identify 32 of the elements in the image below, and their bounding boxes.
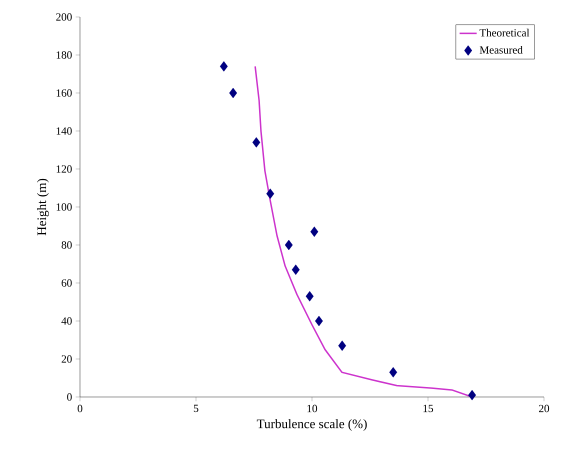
point bbox=[338, 340, 346, 351]
x-tick-label: 0 bbox=[78, 404, 82, 412]
x-tick-label: 5 bbox=[194, 404, 198, 412]
y-tick-label: 140 bbox=[56, 127, 72, 135]
point bbox=[284, 240, 293, 250]
x-tick-label: 10 bbox=[307, 404, 318, 412]
y-tick-label: 40 bbox=[61, 317, 72, 325]
x-tick-label: 20 bbox=[538, 404, 550, 412]
point bbox=[229, 88, 238, 98]
point bbox=[389, 367, 398, 378]
legend-label: Theoretical bbox=[480, 28, 530, 37]
point bbox=[266, 188, 274, 199]
legend-label: Measured bbox=[480, 46, 523, 54]
x-axis-title: Turbulence scale (%) bbox=[256, 419, 367, 431]
point bbox=[292, 264, 300, 275]
point bbox=[220, 61, 228, 72]
y-tick-label: 120 bbox=[56, 165, 72, 173]
y-tick-label: 20 bbox=[62, 355, 72, 363]
point bbox=[306, 291, 314, 302]
y-tick-label: 0 bbox=[67, 393, 72, 401]
y-tick-label: 100 bbox=[56, 203, 72, 211]
point bbox=[310, 226, 318, 237]
y-axis-title: Height (m) bbox=[37, 178, 49, 236]
y-tick-label: 80 bbox=[62, 241, 72, 249]
point bbox=[252, 137, 260, 148]
y-tick-label: 180 bbox=[56, 51, 72, 59]
point bbox=[468, 390, 476, 400]
y-tick-label: 160 bbox=[56, 89, 72, 97]
point bbox=[315, 316, 323, 326]
x-tick-label: 15 bbox=[423, 404, 434, 412]
y-tick-label: 60 bbox=[62, 279, 72, 287]
y-tick-label: 200 bbox=[56, 13, 72, 21]
